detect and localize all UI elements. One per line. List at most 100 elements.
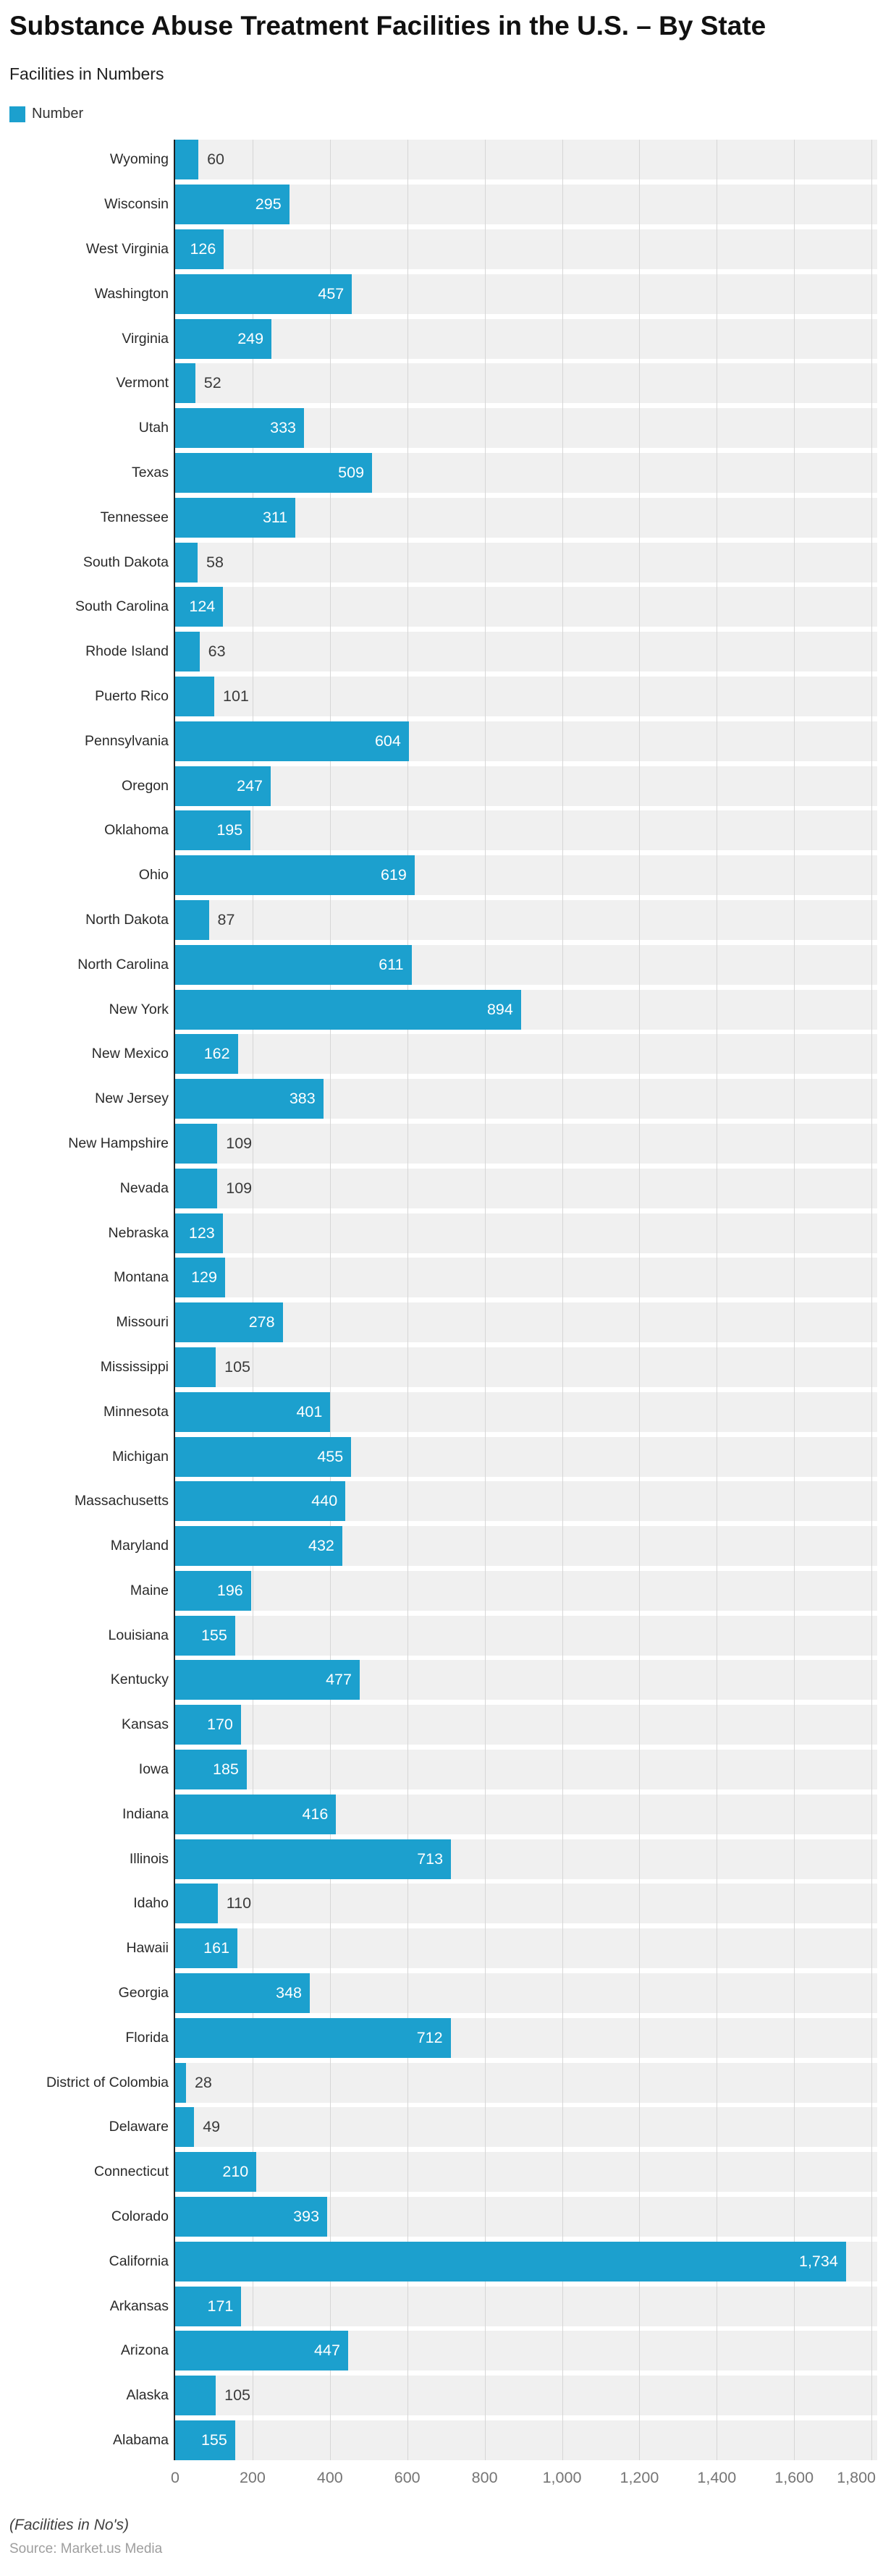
bar-michigan[interactable] [175,1436,352,1477]
category-label: Puerto Rico [95,687,169,704]
bar-arkansas[interactable] [175,2286,242,2326]
bar-delaware[interactable] [175,2107,195,2148]
category-label: Michigan [111,1448,169,1465]
bar-maryland[interactable] [175,1526,342,1567]
row-plot-area: 109 [175,1168,877,1213]
bar-vermont[interactable] [175,363,195,404]
bar-kentucky[interactable] [175,1660,360,1700]
x-tick-label: 600 [394,2469,421,2487]
bar-massachusetts[interactable] [175,1481,346,1522]
gridline [562,363,563,409]
gridline [794,1705,795,1750]
bar-mississippi[interactable] [175,1347,216,1387]
chart-row: Georgia 348 [0,1973,877,2018]
bar-wisconsin[interactable] [175,185,290,225]
bar-kansas[interactable] [175,1705,241,1745]
bar-missouri[interactable] [175,1302,283,1343]
bar-maine[interactable] [175,1570,251,1611]
x-tick-label: 1,400 [697,2469,737,2487]
chart-row: South Dakota 58 [0,542,877,588]
bar-new-mexico[interactable] [175,1034,238,1075]
gridline [562,1839,563,1884]
gridline [639,676,641,721]
gridline [484,1526,486,1571]
gridline [639,497,641,543]
bar-illinois[interactable] [175,1839,452,1879]
bar-georgia[interactable] [175,1973,310,2014]
bar-montana[interactable] [175,1258,225,1298]
bar-connecticut[interactable] [175,2152,257,2192]
gridline [484,140,486,185]
legend-label: Number [32,106,84,122]
gridline [639,989,641,1035]
bar-south-dakota[interactable] [175,542,198,582]
bar-wyoming[interactable] [175,140,199,180]
bar-arizona[interactable] [175,2331,348,2371]
gridline [329,2197,331,2242]
bar-oklahoma[interactable] [175,810,251,851]
gridline [871,1928,873,1974]
bar-nebraska[interactable] [175,1213,223,1253]
bar-south-carolina[interactable] [175,587,224,627]
bar-colorado[interactable] [175,2197,328,2237]
bar-oregon[interactable] [175,766,271,806]
legend-item-number[interactable]: Number [9,106,83,122]
row-plot-area: 401 [175,1391,877,1437]
bar-california[interactable] [175,2241,846,2281]
gridline [871,185,873,229]
bar-new-york[interactable] [175,989,521,1030]
bar-alaska[interactable] [175,2376,216,2416]
bar-rhode-island[interactable] [175,632,200,672]
row-background-band [175,1750,877,1790]
bar-texas[interactable] [175,452,373,493]
gridline [794,2331,795,2376]
bar-pennsylvania[interactable] [175,721,409,761]
gridline [329,810,331,856]
gridline [484,1258,486,1303]
bar-minnesota[interactable] [175,1391,331,1432]
bar-alabama[interactable] [175,2420,235,2461]
bar-puerto-rico[interactable] [175,676,214,716]
gridline [794,542,795,588]
gridline [639,632,641,677]
category-label: Vermont [116,375,169,391]
gridline [484,1079,486,1124]
gridline [639,1884,641,1929]
bar-ohio[interactable] [175,855,415,896]
bar-virginia[interactable] [175,318,272,359]
row-plot-area: 713 [175,1839,877,1884]
gridline [794,944,795,990]
bar-north-dakota[interactable] [175,899,209,940]
category-label: Oregon [121,777,169,794]
bar-north-carolina[interactable] [175,944,412,985]
gridline [484,2017,486,2063]
chart-row: Alaska 105 [0,2376,877,2421]
bar-florida[interactable] [175,2017,451,2058]
bar-new-jersey[interactable] [175,1079,324,1119]
gridline [871,944,873,990]
gridline [484,1347,486,1392]
gridline [407,542,408,588]
gridline [407,1213,408,1258]
bar-new-hampshire[interactable] [175,1123,218,1164]
gridline [562,1391,563,1437]
bar-district-of-colombia[interactable] [175,2062,186,2103]
gridline [794,766,795,811]
gridline [871,1973,873,2018]
row-plot-area: 477 [175,1660,877,1706]
gridline [407,1615,408,1661]
gridline [484,2107,486,2153]
bar-louisiana[interactable] [175,1615,235,1656]
bar-nevada[interactable] [175,1168,218,1208]
gridline [562,1526,563,1571]
bar-indiana[interactable] [175,1794,337,1834]
bar-iowa[interactable] [175,1750,247,1790]
row-background-band [175,1213,877,1253]
bar-utah[interactable] [175,408,304,449]
bar-idaho[interactable] [175,1884,218,1924]
gridline [639,1570,641,1616]
bar-tennessee[interactable] [175,497,296,538]
bar-west-virginia[interactable] [175,229,224,269]
bar-washington[interactable] [175,274,352,314]
bar-hawaii[interactable] [175,1928,238,1969]
